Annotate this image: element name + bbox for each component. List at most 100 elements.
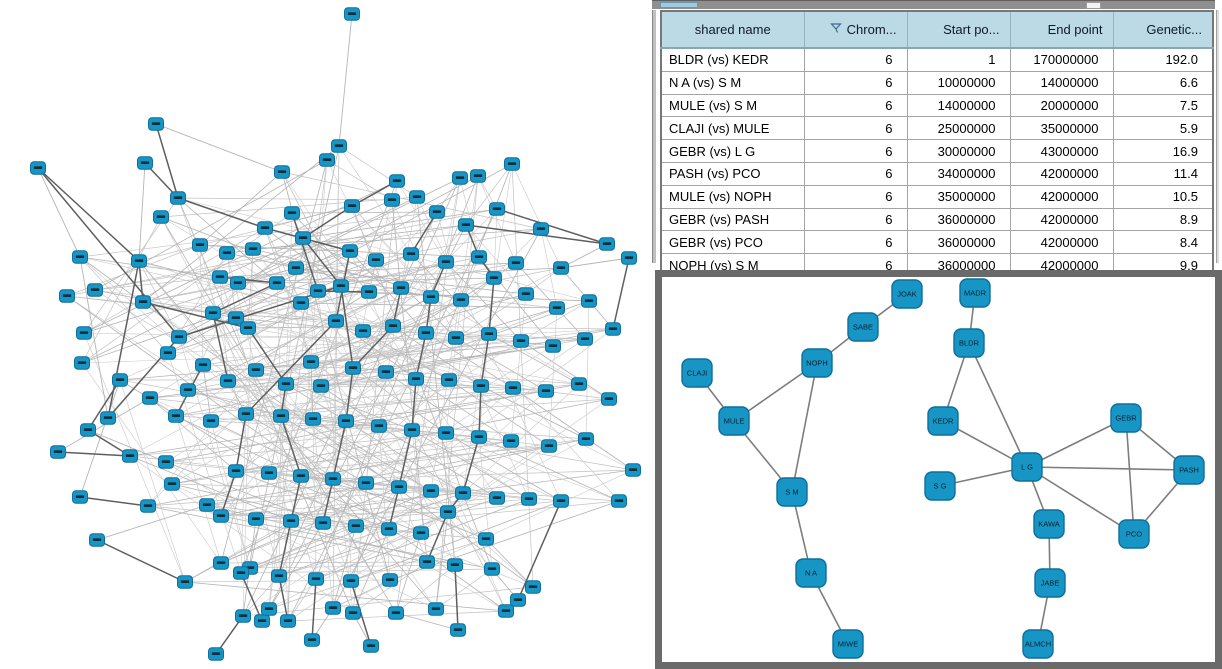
network-node-MULE[interactable]: MULE xyxy=(718,406,750,436)
table-cell: 6 xyxy=(803,70,908,95)
table-row[interactable]: MULE (vs) NOPH 6 35000000 42000000 10.5 xyxy=(660,184,1214,209)
node-label xyxy=(580,337,590,340)
node-label xyxy=(458,491,468,494)
network-node-PASH[interactable]: PASH xyxy=(1173,455,1205,485)
network-node-KAWA[interactable]: KAWA xyxy=(1033,509,1065,539)
node-label xyxy=(145,396,155,399)
node-label: NOPH xyxy=(806,359,828,368)
network-node-N A[interactable]: N A xyxy=(795,558,827,588)
network-edge xyxy=(435,175,479,610)
network-edge xyxy=(177,197,590,302)
network-node-BLDR[interactable]: BLDR xyxy=(953,328,985,358)
network-edge xyxy=(264,227,342,287)
node-label xyxy=(489,276,499,279)
node-label xyxy=(426,489,436,492)
network-node-GEBR[interactable]: GEBR xyxy=(1110,403,1142,433)
table-row[interactable]: MULE (vs) S M 6 14000000 20000000 7.5 xyxy=(660,93,1214,118)
network-edge xyxy=(220,486,400,564)
network-node-SABE[interactable]: SABE xyxy=(847,312,879,342)
node-label xyxy=(521,292,531,295)
network-edge xyxy=(332,420,347,480)
column-header-chromosome[interactable]: Chrom... xyxy=(803,10,908,49)
network-edge-L G-PASH[interactable] xyxy=(1026,466,1190,471)
network-node-L G[interactable]: L G xyxy=(1011,452,1043,482)
column-header-end-point[interactable]: End point xyxy=(1009,10,1114,49)
network-node-JABE[interactable]: JABE xyxy=(1034,568,1066,598)
node-label xyxy=(492,496,502,499)
network-edge xyxy=(302,237,456,566)
network-edge xyxy=(129,455,292,522)
network-edge xyxy=(287,208,498,622)
network-edge xyxy=(247,327,580,385)
table-left-scroll-track[interactable] xyxy=(652,10,656,263)
table-right-scroll-track[interactable] xyxy=(1216,10,1219,263)
table-cell: GEBR (vs) L G xyxy=(660,139,805,163)
network-edge xyxy=(81,362,222,564)
network-node-MADR[interactable]: MADR xyxy=(959,278,991,308)
node-label xyxy=(371,258,381,261)
column-header-genetic-distance[interactable]: Genetic... xyxy=(1112,10,1214,49)
network-edge xyxy=(290,475,302,522)
node-label xyxy=(614,499,624,502)
network-edge-L G-PCO[interactable] xyxy=(1026,466,1135,535)
table-row[interactable]: CLAJI (vs) MULE 6 25000000 35000000 5.9 xyxy=(660,116,1214,141)
network-edge xyxy=(455,337,547,392)
network-edge-GEBR-PCO[interactable] xyxy=(1125,417,1135,535)
network-node-KEDR[interactable]: KEDR xyxy=(927,406,959,436)
table-cell: 30000000 xyxy=(906,139,1011,163)
table-row[interactable]: N A (vs) S M 6 10000000 14000000 6.6 xyxy=(660,70,1214,95)
network-edge xyxy=(220,159,328,564)
network-node-NOPH[interactable]: NOPH xyxy=(801,348,833,378)
network-node-S G[interactable]: S G xyxy=(924,471,956,501)
network-node-CLAJI[interactable]: CLAJI xyxy=(681,358,713,388)
node-label xyxy=(556,266,566,269)
network-edge xyxy=(378,425,634,471)
node-label xyxy=(274,574,284,577)
network-edge xyxy=(322,478,334,524)
network-node-JOAK[interactable]: JOAK xyxy=(891,279,923,309)
node-label xyxy=(308,417,318,420)
table-cell: 43000000 xyxy=(1009,139,1114,163)
table-row[interactable]: PASH (vs) PCO 6 34000000 42000000 11.4 xyxy=(660,161,1214,186)
network-edge xyxy=(276,282,289,622)
network-edge-NOPH-S M[interactable] xyxy=(791,362,818,493)
node-label xyxy=(231,316,241,319)
filter-icon[interactable] xyxy=(829,22,842,34)
network-node-PCO[interactable]: PCO xyxy=(1118,519,1150,549)
node-label: S M xyxy=(785,488,798,497)
network-edge xyxy=(478,385,482,438)
table-cell: MULE (vs) S M xyxy=(660,93,805,118)
table-cell: GEBR (vs) PASH xyxy=(660,207,805,232)
table-row[interactable]: GEBR (vs) L G 6 30000000 43000000 16.9 xyxy=(660,139,1214,163)
table-cell: 25000000 xyxy=(906,116,1011,141)
network-edge xyxy=(247,327,287,385)
table-row[interactable]: GEBR (vs) PCO 6 36000000 42000000 8.4 xyxy=(660,230,1214,255)
network-edge xyxy=(410,211,438,255)
node-label xyxy=(83,428,93,431)
column-header-shared-name[interactable]: shared name xyxy=(660,10,805,49)
network-edge xyxy=(365,180,398,484)
table-row[interactable]: BLDR (vs) KEDR 6 1 170000000 192.0 xyxy=(660,47,1214,72)
network-edge xyxy=(478,436,620,502)
network-edge-BLDR-L G[interactable] xyxy=(968,342,1028,468)
network-edge-L G-GEBR[interactable] xyxy=(1026,417,1127,468)
network-node-S M[interactable]: S M xyxy=(776,477,808,507)
node-label xyxy=(251,368,261,371)
column-header-start-position[interactable]: Start po... xyxy=(906,10,1011,49)
network-edge xyxy=(477,175,517,264)
node-label xyxy=(243,326,253,329)
node-label xyxy=(474,255,484,258)
network-node-MIWE[interactable]: MIWE xyxy=(832,629,864,659)
table-cell: 34000000 xyxy=(906,161,1011,186)
network-edge xyxy=(415,378,512,442)
node-label xyxy=(487,567,497,570)
node-label xyxy=(453,628,463,631)
network-edge xyxy=(349,250,507,612)
node-label xyxy=(223,379,233,382)
table-row[interactable]: GEBR (vs) PASH 6 36000000 42000000 8.9 xyxy=(660,207,1214,232)
network-edge xyxy=(320,385,620,502)
node-label xyxy=(296,301,306,304)
node-label xyxy=(143,504,153,507)
network-edge xyxy=(268,522,324,610)
network-node-ALMCH[interactable]: ALMCH xyxy=(1022,629,1054,659)
